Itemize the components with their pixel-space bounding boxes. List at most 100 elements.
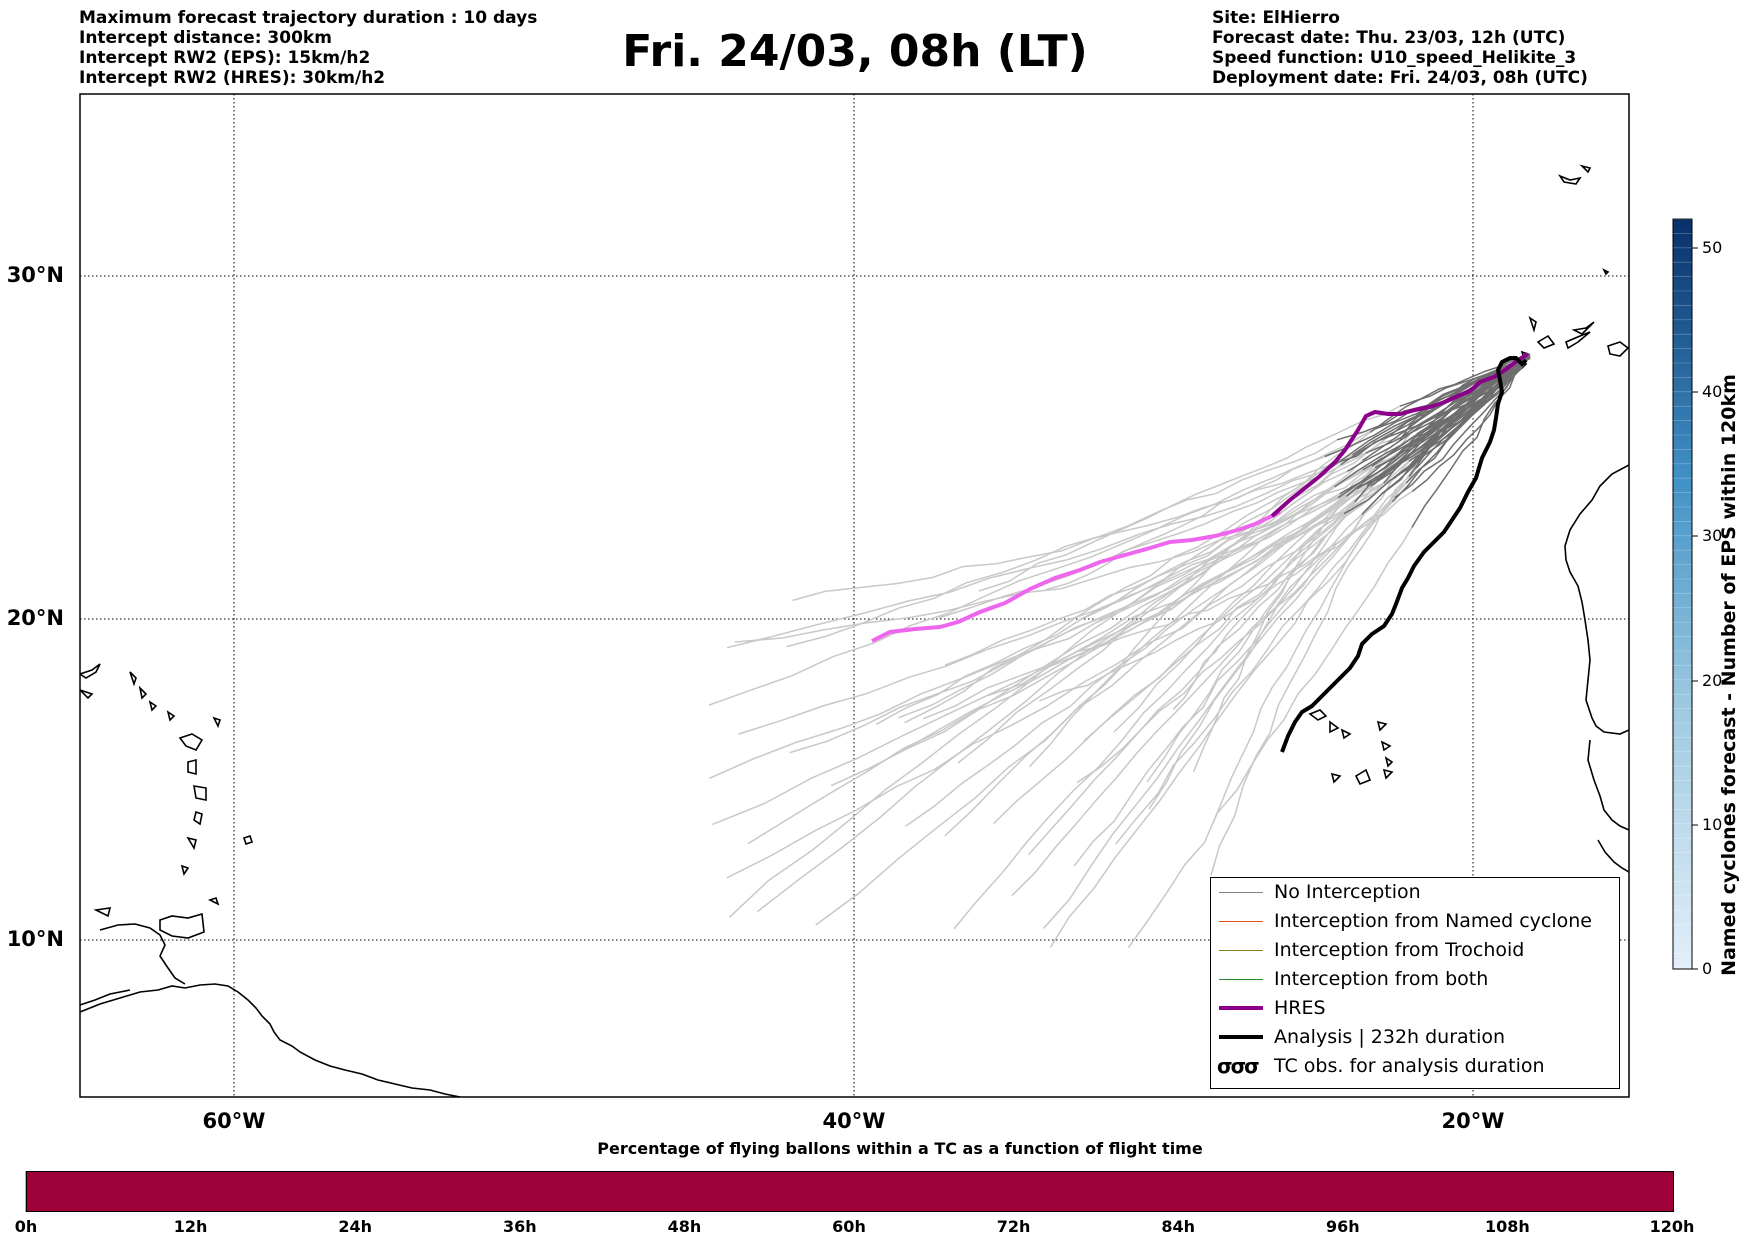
lon-label-40w: 40°W bbox=[822, 1109, 886, 1133]
eps-trajectory-segment bbox=[1211, 475, 1410, 825]
eps-trajectory-segment bbox=[1394, 356, 1530, 499]
legend-label: Interception from Trochoid bbox=[1274, 939, 1525, 961]
legend-item-trochoid: Interception from Trochoid bbox=[1211, 936, 1619, 965]
eps-trajectory-segment bbox=[1362, 357, 1531, 462]
colorbar-tick-30: 30 bbox=[1702, 526, 1723, 545]
eps-trajectory-segment bbox=[1210, 462, 1419, 876]
cape-verde-2 bbox=[1329, 720, 1340, 734]
lat-label-10n: 10°N bbox=[6, 927, 64, 951]
madeira-small bbox=[1579, 164, 1592, 174]
colorbar-label: Named cyclones forecast - Number of EPS … bbox=[1718, 374, 1740, 976]
eps-trajectory-segment bbox=[904, 454, 1353, 724]
intercept-hres-text: Intercept RW2 (HRES): 30km/h2 bbox=[79, 68, 386, 88]
eps-trajectory-segment bbox=[1027, 482, 1385, 856]
legend-label: TC obs. for analysis duration bbox=[1274, 1055, 1545, 1077]
eps-trajectory-segment bbox=[1356, 357, 1529, 490]
eps-trajectory-segment bbox=[1337, 356, 1527, 499]
site-text: Site: ElHierro bbox=[1212, 8, 1340, 28]
eps-trajectory-segment bbox=[978, 405, 1401, 592]
time-bar bbox=[26, 1171, 1674, 1212]
time-bar-caption: Percentage of flying ballons within a TC… bbox=[597, 1139, 1203, 1158]
eps-trajectory-segment bbox=[1399, 356, 1528, 441]
cape-verde-7 bbox=[1354, 768, 1372, 786]
eps-trajectory-segment bbox=[786, 439, 1338, 648]
eps-trajectory-segment bbox=[1369, 356, 1531, 433]
eps-trajectory-segment bbox=[1043, 477, 1394, 929]
eps-trajectory-segment bbox=[1392, 355, 1528, 461]
time-tick-label: 24h bbox=[338, 1217, 373, 1236]
eps-trajectory-segment bbox=[1339, 353, 1531, 495]
eps-trajectory-segment bbox=[1356, 354, 1530, 489]
legend-item-both: Interception from both bbox=[1211, 965, 1619, 994]
eps-trajectory-segment bbox=[1336, 354, 1531, 441]
cape-verde-8 bbox=[1382, 768, 1394, 780]
lat-label-20n: 20°N bbox=[6, 606, 64, 630]
madeira bbox=[1557, 174, 1582, 185]
eps-trajectory-segment bbox=[875, 470, 1348, 725]
eps-trajectory-segment bbox=[1324, 354, 1528, 458]
eps-trajectory-segment bbox=[1365, 353, 1528, 454]
eps-trajectory-segment bbox=[738, 488, 1358, 735]
deployment-date-text: Deployment date: Fri. 24/03, 08h (UTC) bbox=[1212, 68, 1588, 88]
grenada bbox=[180, 864, 190, 876]
eps-trajectory-segment bbox=[1045, 428, 1376, 591]
eps-trajectory-segment bbox=[830, 485, 1371, 787]
time-tick-label: 84h bbox=[1161, 1217, 1196, 1236]
curacao-aruba bbox=[93, 907, 112, 918]
colorbar-tick-20: 20 bbox=[1702, 671, 1723, 690]
eps-trajectory-segment bbox=[1400, 357, 1527, 438]
header-left: Maximum forecast trajectory duration : 1… bbox=[79, 8, 537, 88]
speed-function-text: Speed function: U10_speed_Helikite_3 bbox=[1212, 48, 1577, 68]
hres-trajectory-light bbox=[871, 510, 1281, 643]
eps-trajectory-segment bbox=[708, 455, 1326, 706]
martinique bbox=[193, 785, 207, 801]
eps-trajectory-segment bbox=[957, 434, 1392, 764]
time-tick-label: 48h bbox=[667, 1217, 702, 1236]
time-tick-label: 36h bbox=[502, 1217, 537, 1236]
cape-verde-3 bbox=[1340, 728, 1352, 740]
eps-trajectory-segment bbox=[1408, 356, 1527, 477]
eps-trajectory-segment bbox=[1390, 355, 1527, 436]
eps-trajectory-segment bbox=[1028, 431, 1371, 768]
canary-hierro bbox=[1518, 360, 1528, 370]
eps-trajectory-segment bbox=[1391, 356, 1528, 503]
time-tick-label: 60h bbox=[832, 1217, 866, 1236]
small-island-north bbox=[1602, 268, 1610, 276]
colorbar-tick-50: 50 bbox=[1702, 238, 1723, 257]
eps-trajectory-segment bbox=[1039, 497, 1396, 702]
tobago bbox=[207, 896, 220, 906]
eps-trajectory-segment bbox=[1373, 355, 1527, 486]
hres-trajectory bbox=[1270, 352, 1530, 518]
colorbar-fill bbox=[1672, 218, 1693, 970]
eps-trajectory-segment bbox=[1380, 355, 1527, 495]
eps-trajectory-segment bbox=[1172, 459, 1394, 710]
eps-trajectory-segment bbox=[1383, 355, 1527, 484]
eps-trajectory-segment bbox=[1079, 438, 1421, 621]
eps-trajectory-segment bbox=[1340, 354, 1530, 466]
cape-verde-6 bbox=[1330, 772, 1342, 784]
eps-trajectory-segment bbox=[1361, 354, 1530, 515]
eps-trajectory-segment bbox=[944, 465, 1373, 666]
eps-trajectory-segment bbox=[1192, 439, 1401, 773]
eps-trajectory-segment bbox=[1416, 357, 1531, 464]
eps-trajectory-segment bbox=[792, 463, 1333, 602]
lon-label-60w: 60°W bbox=[202, 1109, 266, 1133]
eps-trajectory-segment bbox=[1076, 482, 1407, 784]
canary-lanzarote bbox=[1571, 321, 1595, 335]
canary-gomera bbox=[1520, 350, 1530, 360]
st-vincent bbox=[186, 836, 197, 851]
eps-trajectory-segment bbox=[757, 464, 1342, 913]
legend-item-analysis: Analysis | 232h duration bbox=[1211, 1023, 1619, 1052]
paria-coast bbox=[99, 923, 186, 985]
eps-trajectory-segment bbox=[993, 483, 1375, 825]
eps-trajectory-segment bbox=[1369, 355, 1530, 487]
lon-label-20w: 20°W bbox=[1441, 1109, 1505, 1133]
header-right: Site: ElHierro Forecast date: Thu. 23/03… bbox=[1212, 8, 1588, 88]
africa-coast bbox=[1564, 464, 1629, 735]
time-tick-label: 0h bbox=[14, 1217, 38, 1236]
forecast-date-text: Forecast date: Thu. 23/03, 12h (UTC) bbox=[1212, 28, 1566, 48]
eps-trajectory-segment bbox=[1011, 513, 1363, 897]
eps-trajectory-segment bbox=[815, 467, 1376, 926]
eps-trajectories-light bbox=[708, 405, 1426, 949]
eps-trajectory-segment bbox=[1420, 355, 1530, 452]
